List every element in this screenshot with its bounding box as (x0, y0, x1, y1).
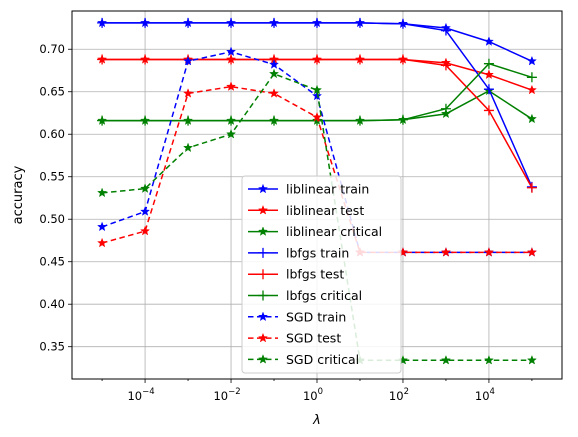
y-tick-label: 0.40 (39, 297, 65, 311)
x-axis-label: λ (312, 413, 321, 428)
y-axis-label: accuracy (11, 165, 26, 224)
legend-label: liblinear test (286, 203, 364, 218)
y-tick-label: 0.35 (39, 340, 65, 354)
y-tick-label: 0.65 (39, 85, 65, 99)
y-tick-label: 0.60 (39, 127, 65, 141)
legend-label: SGD test (286, 331, 341, 346)
legend-label: liblinear critical (286, 224, 382, 239)
legend-label: SGD critical (286, 352, 359, 367)
y-tick-label: 0.55 (39, 170, 65, 184)
legend-label: lbfgs train (286, 245, 349, 260)
legend-label: liblinear train (286, 182, 369, 197)
legend: liblinear train liblinear test liblinear c… (242, 176, 401, 373)
legend-label: SGD train (286, 309, 346, 324)
y-tick-label: 0.70 (39, 42, 65, 56)
legend-label: lbfgs critical (286, 288, 362, 303)
legend-label: lbfgs test (286, 267, 344, 282)
y-tick-label: 0.50 (39, 212, 65, 226)
y-tick-label: 0.45 (39, 255, 65, 269)
